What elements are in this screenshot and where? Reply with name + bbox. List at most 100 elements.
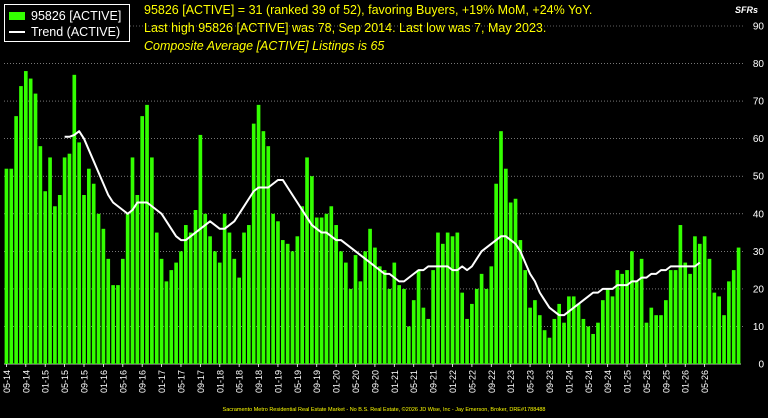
- bar: [455, 232, 460, 364]
- bar: [707, 258, 712, 364]
- x-tick-label: 09-17: [196, 370, 206, 393]
- bar: [227, 232, 232, 364]
- bar: [305, 157, 309, 364]
- bar: [727, 281, 731, 364]
- bar: [179, 251, 183, 364]
- bar: [479, 273, 484, 364]
- legend-item-bars: 95826 [ACTIVE]: [9, 8, 121, 23]
- y-tick-label: 10: [753, 322, 765, 333]
- x-tick-label: 05-21: [409, 370, 419, 393]
- bar: [567, 296, 571, 364]
- x-tick-label: 05-17: [176, 370, 186, 393]
- bar-swatch-icon: [9, 11, 25, 20]
- x-tick-label: 01-17: [157, 370, 167, 393]
- headline-high-low: Last high 95826 [ACTIVE] was 78, Sep 201…: [144, 21, 547, 35]
- bar: [596, 322, 600, 364]
- x-tick-label: 01-22: [448, 370, 458, 393]
- x-tick-label: 09-19: [312, 370, 322, 393]
- x-tick-label: 05-24: [584, 370, 594, 393]
- bar: [736, 247, 741, 364]
- bar: [62, 157, 67, 364]
- bar: [9, 168, 14, 364]
- bar: [639, 258, 644, 364]
- bar: [426, 318, 431, 364]
- legend: 95826 [ACTIVE] Trend (ACTIVE): [4, 4, 130, 42]
- bar: [697, 243, 702, 364]
- bar: [77, 142, 81, 364]
- bar: [523, 270, 528, 364]
- bar: [242, 232, 246, 364]
- x-tick-label: 09-20: [370, 370, 380, 393]
- bar: [48, 157, 52, 364]
- bar: [387, 288, 392, 364]
- bar: [494, 183, 498, 364]
- bar: [314, 217, 319, 364]
- x-tick-label: 05-19: [293, 370, 303, 393]
- bar: [261, 131, 266, 364]
- bar: [600, 300, 605, 364]
- bar: [610, 296, 615, 364]
- bar: [232, 258, 237, 364]
- bar: [96, 213, 101, 364]
- bar: [368, 228, 372, 364]
- bar: [528, 307, 532, 364]
- bar: [402, 288, 406, 364]
- bar: [431, 270, 435, 364]
- y-axis-ticks: 0 10 20 30 40 50 60 70 80 90: [753, 22, 765, 371]
- bar: [421, 307, 426, 364]
- x-tick-label: 05-16: [118, 370, 128, 393]
- bar: [82, 195, 86, 364]
- bar: [654, 315, 658, 364]
- bar: [72, 74, 77, 364]
- bar: [324, 213, 329, 364]
- trend-line: [64, 130, 701, 317]
- bar: [43, 191, 48, 364]
- bar: [484, 288, 489, 364]
- bar: [731, 270, 736, 364]
- bar: [625, 270, 629, 364]
- bar: [193, 210, 198, 364]
- bar: [489, 266, 494, 364]
- bar: [382, 270, 387, 364]
- bar: [465, 318, 469, 364]
- y-tick-label: 70: [753, 97, 765, 108]
- bar: [285, 243, 290, 364]
- bar: [280, 240, 285, 364]
- x-tick-label: 05-25: [642, 370, 652, 393]
- bar: [266, 146, 271, 364]
- bar: [251, 123, 256, 364]
- bar: [673, 270, 678, 364]
- y-tick-label: 90: [753, 22, 765, 33]
- bar: [329, 206, 334, 364]
- x-tick-label: 01-24: [564, 370, 574, 393]
- x-tick-label: 05-18: [235, 370, 245, 393]
- x-tick-label: 05-23: [526, 370, 536, 393]
- bar: [184, 225, 188, 364]
- bar: [571, 296, 576, 364]
- bar: [14, 116, 18, 364]
- bar: [397, 285, 401, 364]
- bar: [91, 183, 96, 364]
- y-tick-label: 20: [753, 284, 765, 295]
- bar: [712, 292, 717, 364]
- bar: [547, 337, 552, 364]
- bar: [508, 202, 513, 364]
- x-tick-label: 09-23: [545, 370, 555, 393]
- x-tick-label: 01-23: [506, 370, 516, 393]
- bar: [319, 217, 324, 364]
- bar: [605, 288, 610, 364]
- bar: [634, 281, 639, 364]
- bar: [620, 273, 625, 364]
- bar: [392, 262, 397, 364]
- bar: [542, 330, 547, 364]
- bar: [145, 104, 149, 365]
- bar: [411, 300, 416, 364]
- bar: [562, 322, 566, 364]
- bar: [407, 326, 411, 364]
- bar: [664, 300, 668, 364]
- bar: [19, 86, 23, 364]
- bar: [586, 326, 591, 364]
- bar: [373, 247, 377, 364]
- headline-summary: 95826 [ACTIVE] = 31 (ranked 39 of 52), f…: [144, 3, 593, 17]
- bar: [159, 258, 164, 364]
